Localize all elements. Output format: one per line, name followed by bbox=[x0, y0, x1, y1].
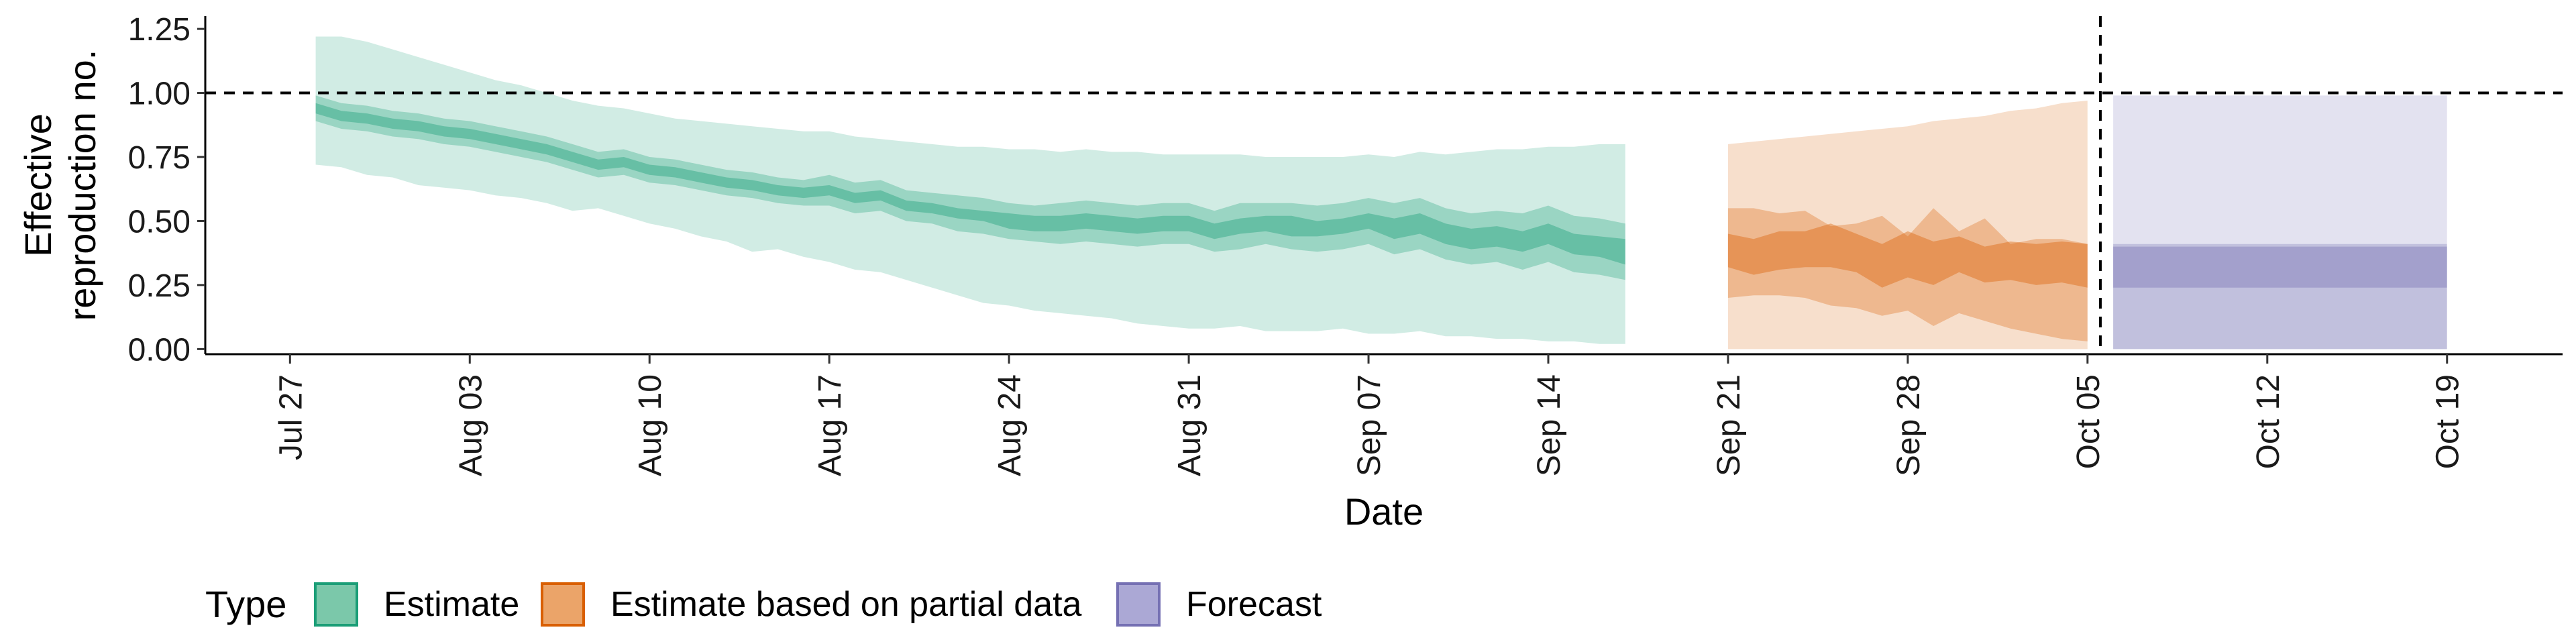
legend-key bbox=[1116, 582, 1161, 627]
x-axis-title: Date bbox=[1344, 490, 1424, 533]
x-tick-label: Oct 05 bbox=[2071, 374, 2106, 469]
x-tick-label: Sep 14 bbox=[1532, 374, 1567, 476]
legend: Type Estimate Estimate based on partial da… bbox=[205, 582, 1322, 627]
y-tick-label: 0.25 bbox=[128, 268, 191, 304]
legend-label: Estimate bbox=[384, 585, 519, 624]
forecast-interval-20-band bbox=[2113, 246, 2447, 288]
estimate-interval-90-band bbox=[315, 36, 1625, 344]
x-tick-label: Sep 21 bbox=[1711, 374, 1747, 476]
x-tick-label: Oct 19 bbox=[2430, 374, 2466, 469]
y-tick-label: 1.00 bbox=[128, 76, 191, 112]
y-tick-label: 0.75 bbox=[128, 140, 191, 176]
x-tick-label: Sep 28 bbox=[1891, 374, 1927, 476]
y-axis-title-line: reproduction no. bbox=[61, 50, 103, 321]
estimate-based-on-partial-data-interval-50-band bbox=[1727, 208, 2088, 341]
axes: 0.00 0.25 0.50 0.75 1.00 1.25 Jul 27 Aug 03 Aug … bbox=[17, 12, 2563, 533]
forecast-interval-90-band bbox=[2113, 95, 2447, 350]
estimate-interval-50-band bbox=[315, 95, 1625, 280]
x-tick-label: Aug 24 bbox=[992, 374, 1028, 476]
uncertainty-bands bbox=[315, 36, 2447, 350]
x-tick-label: Jul 27 bbox=[273, 374, 309, 460]
x-tick-label: Sep 07 bbox=[1352, 374, 1387, 476]
y-axis-title-line: Effective bbox=[17, 113, 59, 257]
legend-key bbox=[314, 582, 358, 627]
y-tick-label: 0.00 bbox=[128, 332, 191, 368]
x-tick-label: Oct 12 bbox=[2251, 374, 2286, 469]
reference-lines bbox=[205, 16, 2563, 354]
estimate-based-on-partial-data-interval-90-band bbox=[1727, 101, 2088, 350]
estimate-interval-20-band bbox=[315, 103, 1625, 265]
x-tick-label: Aug 10 bbox=[633, 374, 668, 476]
x-tick-label: Aug 31 bbox=[1172, 374, 1208, 476]
y-tick-label: 1.25 bbox=[128, 12, 191, 48]
estimate-based-on-partial-data-interval-20-band bbox=[1727, 223, 2088, 288]
x-tick-label: Aug 17 bbox=[812, 374, 848, 476]
legend-label: Forecast bbox=[1186, 585, 1322, 624]
legend-key bbox=[541, 582, 585, 627]
x-tick-label: Aug 03 bbox=[453, 374, 488, 476]
y-tick-label: 0.50 bbox=[128, 204, 191, 239]
forecast-interval-50-band bbox=[2113, 244, 2447, 350]
legend-title: Type bbox=[205, 583, 286, 625]
legend-label: Estimate based on partial data bbox=[610, 585, 1082, 624]
